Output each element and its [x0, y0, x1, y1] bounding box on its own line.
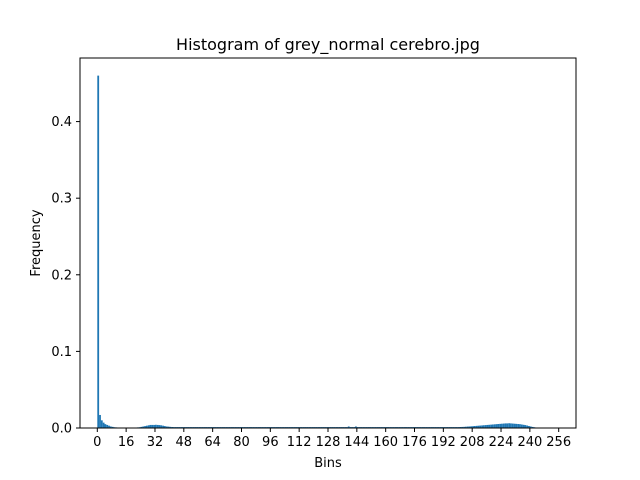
x-tick-label: 32: [147, 435, 164, 450]
histogram-bar: [481, 425, 483, 428]
histogram-bar: [495, 424, 498, 428]
histogram-bar: [163, 426, 166, 428]
histogram-bar: [145, 425, 148, 428]
chart-title: Histogram of grey_normal cerebro.jpg: [176, 35, 480, 55]
y-tick-label: 0.1: [51, 345, 72, 360]
histogram-bar: [510, 423, 512, 428]
x-tick-label: 208: [460, 435, 485, 450]
histogram-bar: [347, 426, 350, 428]
x-tick-label: 16: [118, 435, 135, 450]
x-tick-label: 224: [489, 435, 514, 450]
histogram-bar: [470, 426, 473, 428]
x-tick-label: 144: [344, 435, 369, 450]
x-tick-label: 0: [93, 435, 101, 450]
x-ticks-group: 0 16 32 48 64 80 96 112 128 144 160 176 192 208 224 240…: [93, 428, 571, 450]
x-tick-label: 240: [517, 435, 542, 450]
histogram-bar: [524, 425, 527, 428]
histogram-bar: [106, 424, 109, 428]
histogram-bar: [479, 425, 482, 428]
histogram-bar: [149, 424, 152, 428]
x-tick-label: 48: [176, 435, 193, 450]
histogram-bar: [504, 423, 507, 428]
histogram-bar: [531, 426, 534, 428]
y-ticks-group: 0.0 0.1 0.2 0.3 0.4: [51, 115, 80, 437]
histogram-bar: [160, 425, 163, 428]
histogram-bar: [140, 426, 143, 428]
histogram-bar: [472, 426, 474, 428]
histogram-bar: [108, 425, 110, 428]
histogram-bar: [100, 420, 103, 428]
histogram-bar: [490, 424, 493, 428]
histogram-bar: [501, 423, 503, 428]
histogram-bar: [463, 426, 465, 428]
histogram-bar: [493, 424, 496, 428]
histogram-bar: [483, 425, 485, 428]
histogram-bar: [468, 426, 471, 428]
histogram-bar: [519, 424, 521, 428]
histogram-bar: [461, 426, 464, 428]
histogram-bar: [111, 426, 114, 428]
histogram-bar: [528, 426, 530, 428]
histogram-bar: [475, 425, 478, 428]
histogram-bar: [102, 422, 105, 428]
histogram-bar: [109, 426, 112, 428]
histogram-bar: [486, 424, 489, 428]
histogram-bar: [151, 424, 154, 428]
histogram-bar: [499, 423, 502, 428]
plot-frame: [79, 57, 577, 429]
histogram-bar: [355, 426, 357, 428]
x-tick-label: 176: [402, 435, 427, 450]
histogram-bar: [502, 423, 505, 428]
x-tick-label: 64: [204, 435, 221, 450]
histogram-bar: [497, 424, 500, 428]
histogram-bar: [169, 426, 172, 428]
histogram-bar: [513, 423, 516, 428]
histogram-bar: [473, 426, 476, 428]
histogram-bar: [144, 426, 146, 428]
histogram-bar: [520, 424, 523, 428]
histogram-bar: [154, 424, 157, 428]
histogram-bar: [522, 424, 525, 428]
histogram-bar: [477, 425, 480, 428]
y-tick-label: 0.4: [51, 115, 72, 130]
x-tick-label: 192: [431, 435, 456, 450]
x-tick-label: 112: [287, 435, 312, 450]
x-tick-label: 256: [546, 435, 571, 450]
x-tick-label: 96: [262, 435, 279, 450]
histogram-bar: [99, 414, 101, 428]
histogram-bar: [464, 426, 467, 428]
histogram-bar: [147, 425, 150, 428]
histogram-bar: [515, 423, 518, 428]
histogram-bar: [488, 424, 491, 428]
histogram-bar: [517, 424, 520, 428]
histogram-bar: [153, 424, 155, 428]
x-axis-label: Bins: [314, 456, 342, 471]
histogram-bar: [167, 426, 170, 428]
histogram-bar: [511, 423, 514, 428]
histogram-bar: [492, 424, 494, 428]
histogram-bar: [104, 424, 107, 428]
y-axis-label: Frequency: [29, 209, 44, 276]
histogram-bar: [529, 426, 532, 428]
y-tick-label: 0.0: [51, 422, 72, 437]
histogram-bar: [526, 425, 529, 428]
y-tick-label: 0.3: [51, 192, 72, 207]
histogram-bar: [508, 423, 511, 428]
histogram-bar: [156, 424, 159, 428]
x-tick-label: 128: [316, 435, 341, 450]
histogram-bar: [162, 425, 164, 428]
histogram-bar: [484, 425, 487, 428]
histogram-bar: [466, 426, 469, 428]
x-tick-label: 80: [233, 435, 250, 450]
histogram-bar: [165, 426, 168, 428]
x-tick-label: 160: [373, 435, 398, 450]
histogram-bar: [97, 75, 100, 428]
histogram-bar: [158, 425, 161, 428]
y-tick-label: 0.2: [51, 268, 72, 283]
histogram-bar: [142, 426, 145, 428]
histogram-bar: [506, 423, 509, 428]
